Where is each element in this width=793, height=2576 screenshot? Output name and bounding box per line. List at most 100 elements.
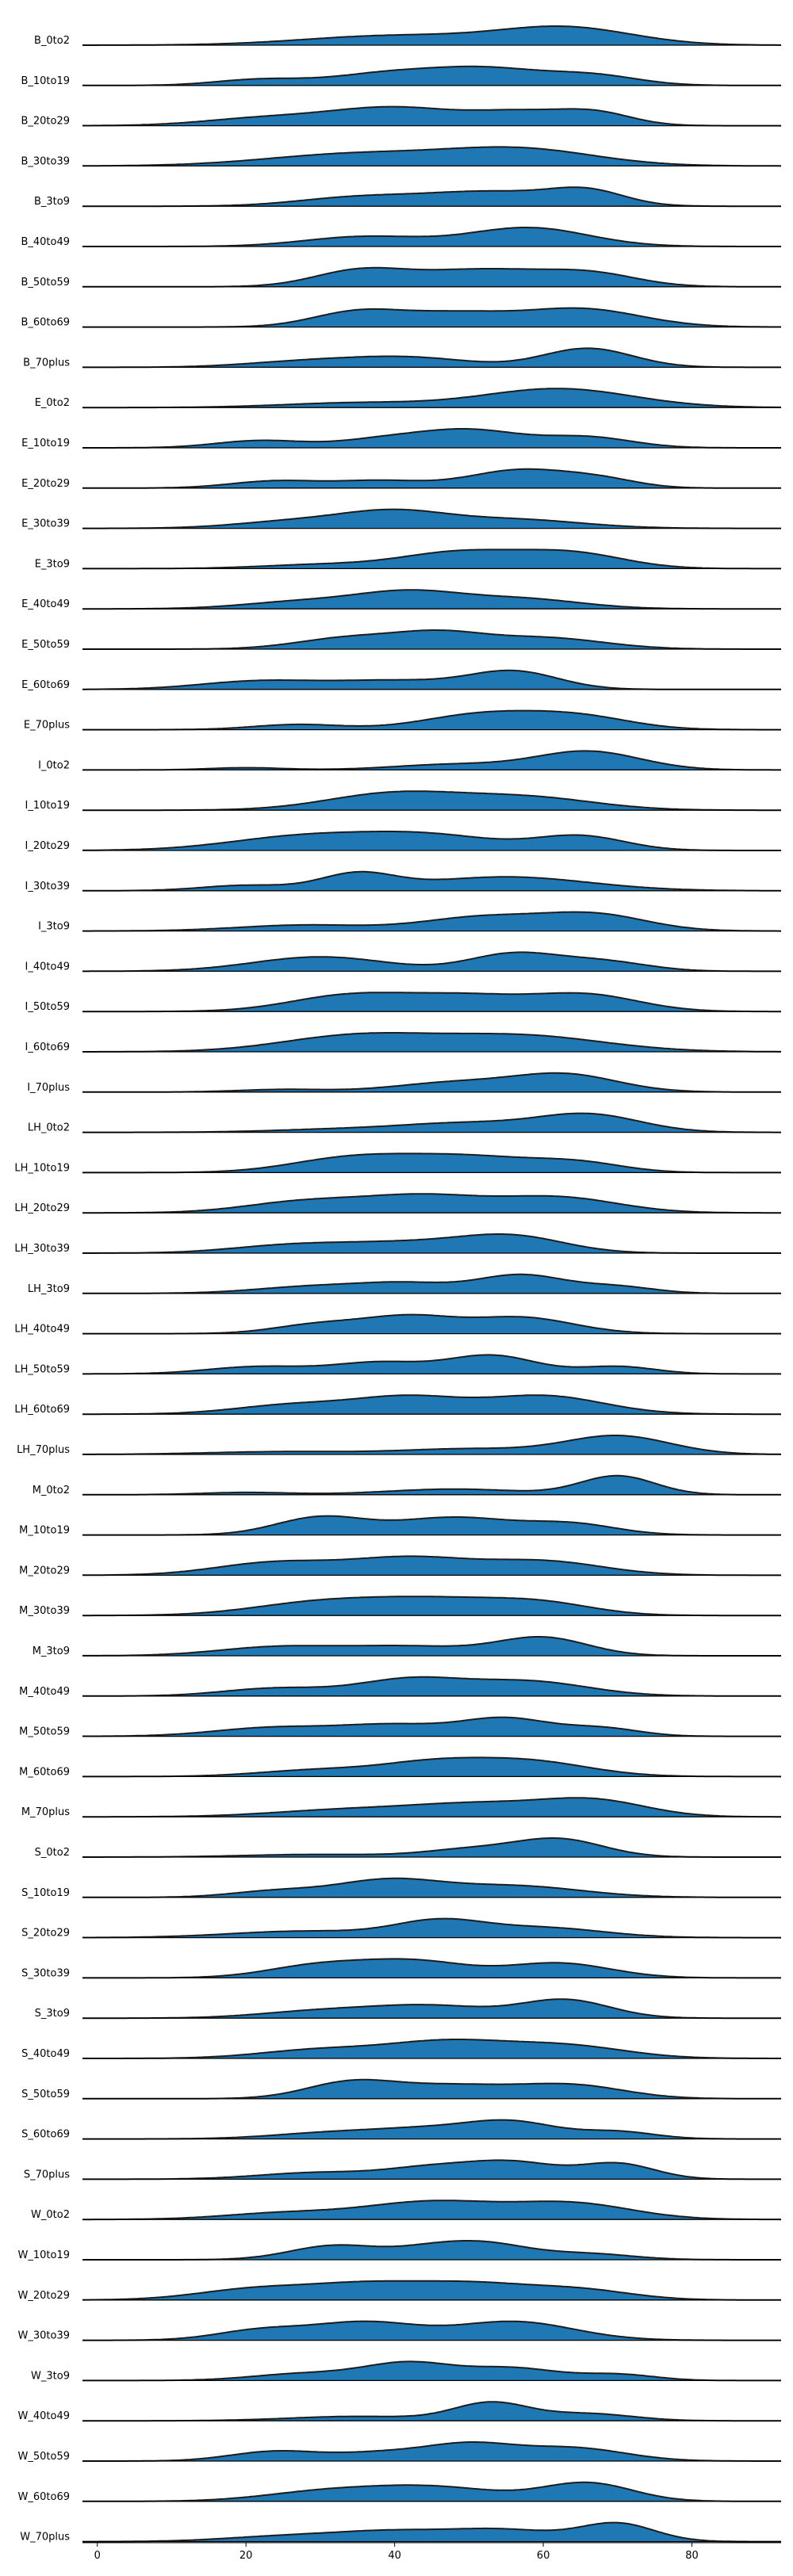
ridge-line — [82, 2320, 781, 2341]
ridge-area — [82, 2522, 781, 2542]
ridge-row: W_40to49 — [18, 2401, 781, 2422]
ridge-area — [82, 429, 781, 448]
ridge-line — [82, 1555, 781, 1577]
ridge-line — [82, 589, 781, 610]
ridge-line — [82, 2039, 781, 2059]
row-label: B_40to49 — [21, 236, 70, 248]
ridge-area — [82, 2200, 781, 2220]
ridge-line — [82, 1394, 781, 1416]
ridge-line — [82, 1676, 781, 1697]
ridge-area — [82, 952, 781, 972]
row-label: W_60to69 — [18, 2491, 71, 2503]
ridge-area — [82, 1274, 781, 1294]
ridge-line — [82, 1596, 781, 1617]
ridge-line — [82, 1877, 781, 1898]
ridge-area — [82, 509, 781, 529]
ridge-line — [82, 1354, 781, 1375]
row-label: B_10to19 — [21, 75, 70, 87]
row-label: B_3to9 — [34, 196, 70, 208]
ridge-row: M_20to29 — [19, 1555, 781, 1577]
row-label: LH_30to39 — [14, 1243, 70, 1255]
row-label: S_70plus — [24, 2169, 70, 2180]
ridge-line — [82, 2159, 781, 2180]
row-label: W_3to9 — [31, 2370, 70, 2382]
row-label: B_50to59 — [21, 277, 70, 289]
ridge-area — [82, 630, 781, 649]
row-label: M_3to9 — [33, 1645, 70, 1657]
row-label: E_10to19 — [21, 438, 70, 449]
ridge-row: I_3to9 — [38, 911, 781, 933]
ridge-area — [82, 267, 781, 287]
row-label: E_40to49 — [21, 598, 70, 610]
ridge-line — [82, 992, 781, 1013]
row-label: I_10to19 — [25, 800, 70, 812]
ridge-line — [82, 1193, 781, 1214]
row-label: E_60to69 — [21, 679, 70, 691]
row-label: W_70plus — [20, 2532, 70, 2544]
ridge-area — [82, 66, 781, 86]
row-label: B_20to29 — [21, 116, 70, 128]
ridge-area — [82, 1999, 781, 2019]
ridge-row: B_70plus — [23, 347, 781, 369]
ridge-row: M_10to19 — [19, 1515, 781, 1537]
row-label: S_3to9 — [35, 2008, 70, 2020]
row-label: E_0to2 — [35, 397, 70, 409]
row-label: E_20to29 — [21, 478, 70, 490]
ridge-area — [82, 751, 781, 770]
ridge-line — [82, 951, 781, 973]
row-label: M_40to49 — [19, 1686, 70, 1698]
ridge-line — [82, 428, 781, 449]
row-label: LH_3to9 — [28, 1283, 70, 1295]
ridge-area — [82, 1395, 781, 1415]
ridge-row: S_40to49 — [21, 2039, 781, 2060]
ridge-row: S_3to9 — [35, 1998, 781, 2020]
ridge-row: M_70plus — [21, 1797, 781, 1818]
row-label: M_30to39 — [19, 1605, 70, 1617]
ridge-line — [82, 1797, 781, 1818]
row-label: S_60to69 — [21, 2129, 70, 2141]
ridge-line — [82, 1435, 781, 1455]
ridge-row: S_50to59 — [21, 2078, 781, 2100]
ridge-row: E_70plus — [24, 709, 781, 732]
ridge-area — [82, 1515, 781, 1535]
row-label: B_60to69 — [21, 317, 70, 329]
ridge-row: B_50to59 — [21, 266, 781, 289]
ridge-line — [82, 2280, 781, 2301]
ridge-line — [82, 1917, 781, 1939]
ridge-row: B_40to49 — [21, 227, 781, 248]
ridge-line — [82, 508, 781, 529]
ridge-line — [82, 1756, 781, 1778]
ridge-area — [82, 1153, 781, 1173]
ridge-line — [82, 1837, 781, 1858]
ridge-area — [82, 1194, 781, 1213]
row-label: I_40to49 — [25, 961, 70, 973]
row-label: W_50to59 — [18, 2451, 71, 2463]
row-label: I_30to39 — [25, 881, 70, 892]
ridge-row: B_10to19 — [21, 65, 781, 87]
ridge-row: M_0to2 — [33, 1474, 781, 1496]
ridge-row: M_40to49 — [19, 1676, 781, 1698]
ridge-area — [82, 670, 781, 690]
ridge-area — [82, 1314, 781, 1334]
ridge-line — [82, 1474, 781, 1496]
ridge-row: I_30to39 — [25, 870, 781, 892]
ridge-row: I_40to49 — [25, 951, 781, 973]
ridge-line — [82, 2521, 781, 2543]
ridge-row: LH_40to49 — [14, 1313, 781, 1336]
ridge-row: LH_0to2 — [28, 1112, 781, 1134]
ridge-area — [82, 1676, 781, 1696]
row-label: LH_50to59 — [14, 1363, 70, 1375]
ridge-row: W_70plus — [20, 2521, 781, 2544]
row-label: S_10to19 — [21, 1887, 70, 1899]
ridge-area — [82, 26, 781, 45]
ridge-row: W_0to2 — [31, 2200, 782, 2221]
row-label: I_50to59 — [25, 1001, 70, 1013]
ridge-area — [82, 1475, 781, 1495]
ridge-row: S_20to29 — [21, 1917, 781, 1940]
ridge-area — [82, 2119, 781, 2139]
row-label: W_10to19 — [18, 2249, 71, 2261]
ridge-area — [82, 992, 781, 1012]
ridge-row: S_10to19 — [21, 1877, 781, 1899]
ridge-area — [82, 1838, 781, 1857]
